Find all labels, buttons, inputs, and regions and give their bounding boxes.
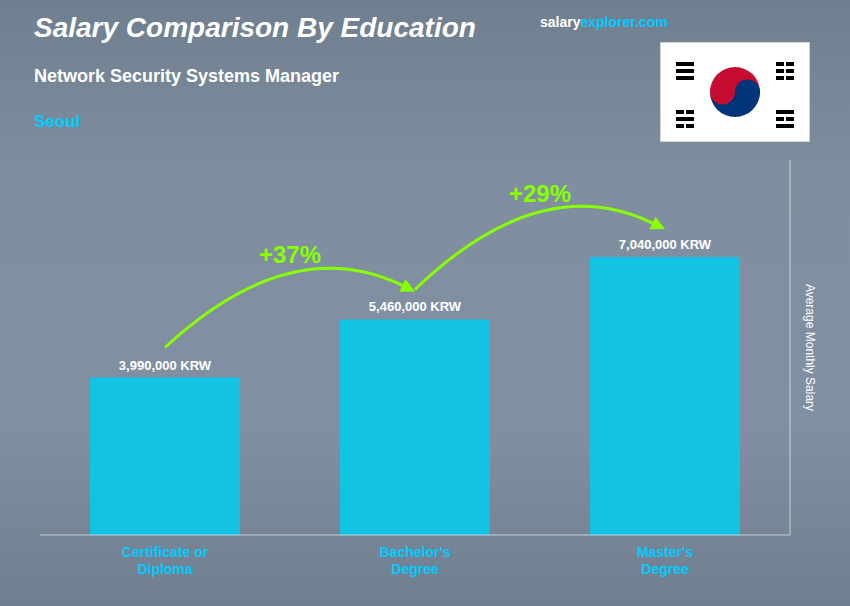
svg-text:+37%: +37% <box>259 241 321 268</box>
html-text:Seoul: Seoul <box>34 112 81 131</box>
html-text:Network Security Systems Manag: Network Security Systems Manager <box>34 66 340 86</box>
svg-text:3,990,000 KRW: 3,990,000 KRW <box>119 358 212 373</box>
html-text:Salary Comparison By Education: Salary Comparison By Education <box>34 12 476 43</box>
svg-text:+29%: +29% <box>509 180 571 207</box>
svg-text:Average Monthly Salary: Average Monthly Salary <box>803 284 817 411</box>
html-text:salary explorer.com: salary explorer.com <box>540 14 668 30</box>
svg-text:Certificate orDiploma: Certificate orDiploma <box>122 544 209 577</box>
svg-text:5,460,000 KRW: 5,460,000 KRW <box>369 299 462 314</box>
svg-text:Bachelor'sDegree: Bachelor'sDegree <box>379 544 450 577</box>
svg-text:7,040,000 KRW: 7,040,000 KRW <box>619 237 712 252</box>
svg-text:Master'sDegree: Master'sDegree <box>637 544 693 577</box>
